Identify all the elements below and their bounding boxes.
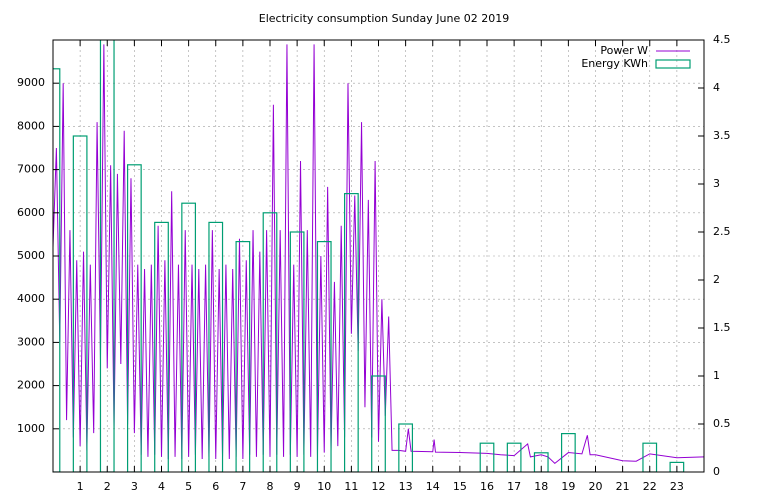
energy-box xyxy=(208,221,224,472)
y-tick-label: 8000 xyxy=(17,119,45,132)
x-tick-label: 10 xyxy=(317,480,331,493)
y2-tick-label: 2.5 xyxy=(713,225,731,238)
x-tick-label: 3 xyxy=(131,480,138,493)
y2-tick-label: 0.5 xyxy=(713,417,731,430)
y2-tick-label: 3.5 xyxy=(713,129,731,142)
x-tick-label: 6 xyxy=(212,480,219,493)
axes: 1 2 3 4 5 6 7 8 9 10 11 12 13 14 15 16 17 18 19 20 21 22 23100… xyxy=(17,33,731,493)
x-tick-label: 5 xyxy=(185,480,192,493)
energy-box xyxy=(506,442,522,472)
x-tick-label: 8 xyxy=(267,480,274,493)
x-tick-label: 12 xyxy=(372,480,386,493)
x-tick-label: 9 xyxy=(294,480,301,493)
y2-tick-label: 0 xyxy=(713,465,720,478)
plot-area xyxy=(53,40,704,472)
x-tick-label: 19 xyxy=(561,480,575,493)
y2-tick-label: 4 xyxy=(713,81,720,94)
energy-box xyxy=(289,231,305,472)
x-tick-label: 1 xyxy=(77,480,84,493)
energy-box xyxy=(235,241,251,472)
x-tick-label: 23 xyxy=(670,480,684,493)
chart-title: Electricity consumption Sunday June 02 2… xyxy=(259,12,509,25)
energy-box xyxy=(642,442,658,472)
y2-tick-label: 4.5 xyxy=(713,33,731,46)
energy-box xyxy=(398,423,414,472)
y-tick-label: 7000 xyxy=(17,163,45,176)
energy-box xyxy=(343,193,359,472)
y2-tick-label: 3 xyxy=(713,177,720,190)
energy-box xyxy=(262,212,278,472)
y2-tick-label: 2 xyxy=(713,273,720,286)
y-tick-label: 1000 xyxy=(17,422,45,435)
x-tick-label: 16 xyxy=(480,480,494,493)
energy-box xyxy=(560,433,576,472)
x-tick-label: 14 xyxy=(426,480,440,493)
legend-label: Energy KWh xyxy=(581,57,648,70)
x-tick-label: 20 xyxy=(589,480,603,493)
y-tick-label: 5000 xyxy=(17,249,45,262)
y-tick-label: 6000 xyxy=(17,206,45,219)
y-tick-label: 9000 xyxy=(17,76,45,89)
x-tick-label: 13 xyxy=(399,480,413,493)
energy-box xyxy=(53,68,61,472)
energy-box xyxy=(99,40,115,472)
y-tick-label: 2000 xyxy=(17,379,45,392)
x-tick-label: 21 xyxy=(616,480,630,493)
y-tick-label: 3000 xyxy=(17,335,45,348)
x-tick-label: 15 xyxy=(453,480,467,493)
y2-tick-label: 1.5 xyxy=(713,321,731,334)
x-tick-label: 11 xyxy=(344,480,358,493)
energy-box xyxy=(126,164,142,472)
x-tick-label: 17 xyxy=(507,480,521,493)
y-tick-label: 4000 xyxy=(17,292,45,305)
energy-box xyxy=(316,241,332,472)
legend-swatch xyxy=(655,59,691,69)
x-tick-label: 7 xyxy=(239,480,246,493)
energy-box xyxy=(479,442,495,472)
x-tick-label: 22 xyxy=(643,480,657,493)
legend-label: Power W xyxy=(600,44,648,57)
x-tick-label: 18 xyxy=(534,480,548,493)
power-line xyxy=(53,44,704,465)
y2-tick-label: 1 xyxy=(713,369,720,382)
energy-box xyxy=(371,375,386,472)
energy-box xyxy=(154,221,169,472)
energy-box xyxy=(72,135,88,472)
x-tick-label: 2 xyxy=(104,480,111,493)
x-tick-label: 4 xyxy=(158,480,165,493)
